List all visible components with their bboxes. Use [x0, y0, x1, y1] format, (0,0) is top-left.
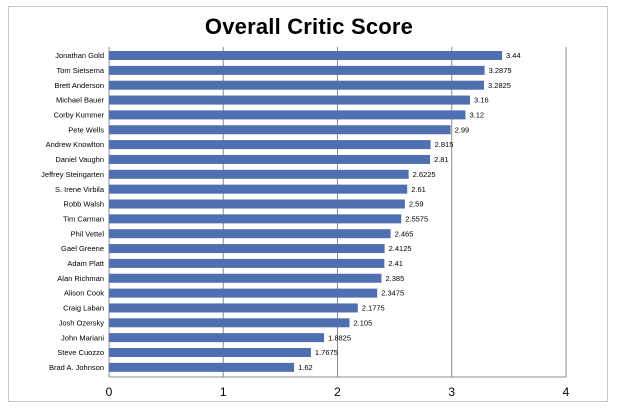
category-label: S. Irene Virbila [55, 185, 105, 194]
bar [109, 184, 408, 194]
data-label: 3.2875 [489, 66, 512, 75]
bar [109, 362, 295, 372]
category-label: Steve Cuozzo [57, 348, 104, 357]
bar [109, 258, 385, 268]
bar [109, 333, 325, 343]
data-label: 1.7675 [315, 348, 338, 357]
data-label: 3.16 [474, 96, 489, 105]
bar [109, 244, 385, 254]
bar [109, 80, 485, 90]
bar [109, 65, 485, 75]
bar [109, 318, 350, 328]
category-label: Daniel Vaughn [55, 155, 104, 164]
data-label: 2.59 [409, 200, 424, 209]
data-label: 3.12 [469, 111, 484, 120]
bar [109, 169, 409, 179]
bar [109, 154, 431, 164]
bar [109, 288, 378, 298]
bar [109, 229, 391, 239]
data-label: 2.5575 [405, 214, 428, 223]
bar [109, 303, 358, 313]
category-label: Brad A. Johnson [49, 363, 104, 372]
data-label: 2.105 [353, 318, 372, 327]
category-label: Josh Ozersky [59, 318, 105, 327]
bar [109, 273, 382, 283]
data-label: 2.61 [411, 185, 426, 194]
category-label: Robb Walsh [63, 200, 104, 209]
data-label: 2.99 [455, 125, 470, 134]
category-label: Michael Bauer [56, 96, 104, 105]
category-label: Gael Greene [61, 244, 104, 253]
data-label: 2.815 [435, 140, 454, 149]
bar [109, 348, 311, 357]
bar [109, 199, 405, 209]
bar [109, 214, 402, 224]
category-label: Tim Carman [63, 214, 104, 223]
category-label: Jeffrey Steingarten [41, 170, 104, 179]
category-label: Brett Anderson [54, 81, 104, 90]
category-label: Tom Sietsema [56, 66, 104, 75]
chart-title: Overall Critic Score [204, 14, 414, 39]
bar [109, 95, 471, 105]
category-label: Corby Kummer [54, 111, 105, 120]
data-label: 2.4125 [389, 244, 412, 253]
data-label: 2.6225 [413, 170, 436, 179]
data-label: 3.2825 [488, 81, 511, 90]
data-label: 2.385 [385, 274, 404, 283]
bar [109, 140, 431, 150]
bar [109, 110, 466, 120]
x-tick-label: 3 [448, 385, 455, 399]
category-label: Adam Platt [67, 259, 105, 268]
category-label: Jonathan Gold [55, 51, 104, 60]
data-label: 3.44 [506, 51, 521, 60]
x-tick-label: 1 [220, 385, 227, 399]
data-label: 2.1775 [362, 304, 385, 313]
data-label: 2.41 [388, 259, 403, 268]
category-label: Craig Laban [63, 304, 104, 313]
category-label: Andrew Knowlton [46, 140, 104, 149]
data-label: 2.81 [434, 155, 449, 164]
category-label: Alan Richman [57, 274, 104, 283]
category-label: Alison Cook [64, 289, 104, 298]
bar [109, 125, 451, 135]
category-label: Phil Vettel [71, 229, 105, 238]
category-label: Pete Wells [68, 125, 104, 134]
data-label: 2.465 [395, 229, 414, 238]
category-label: John Mariani [61, 333, 104, 342]
x-tick-label: 0 [106, 385, 113, 399]
x-tick-label: 2 [334, 385, 341, 399]
data-label: 2.3475 [381, 289, 404, 298]
x-tick-label: 4 [563, 385, 570, 399]
data-label: 1.62 [298, 363, 313, 372]
data-label: 1.8825 [328, 333, 351, 342]
bar [109, 51, 503, 60]
